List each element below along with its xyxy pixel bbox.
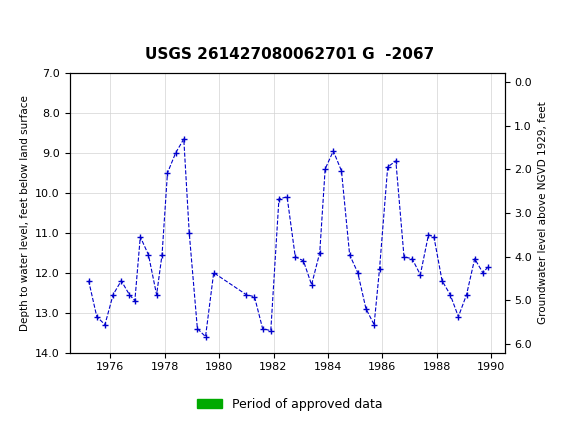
- Y-axis label: Groundwater level above NGVD 1929, feet: Groundwater level above NGVD 1929, feet: [538, 101, 548, 324]
- Text: ▒USGS: ▒USGS: [12, 15, 70, 37]
- Y-axis label: Depth to water level, feet below land surface: Depth to water level, feet below land su…: [20, 95, 30, 331]
- Text: USGS 261427080062701 G  -2067: USGS 261427080062701 G -2067: [146, 47, 434, 62]
- Legend: Period of approved data: Period of approved data: [192, 393, 388, 416]
